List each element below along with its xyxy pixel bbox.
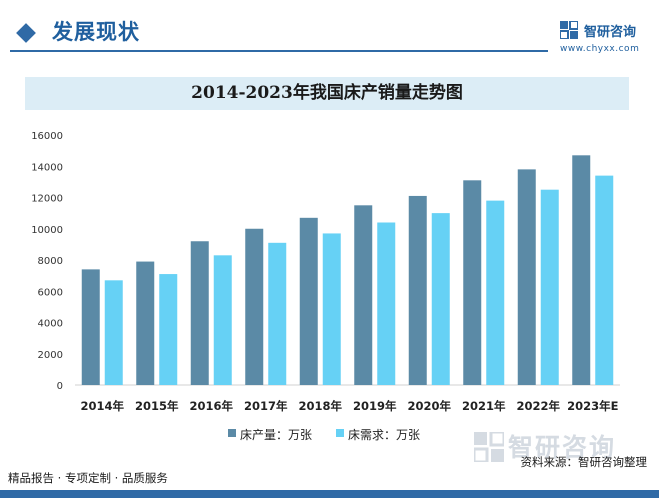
x-tick-label: 2018年 [298, 399, 342, 413]
logo-url: www.chyxx.com [560, 44, 640, 54]
x-tick-label: 2017年 [244, 399, 288, 413]
y-tick-label: 10000 [31, 225, 63, 236]
y-tick-label: 0 [57, 381, 63, 392]
x-tick-label: 2016年 [189, 399, 233, 413]
bar-production [354, 205, 373, 385]
y-tick-label: 16000 [31, 131, 63, 142]
bar-demand [595, 175, 614, 385]
legend-label-series2: 床需求：万张 [348, 428, 421, 442]
bar-production [245, 228, 264, 385]
footer-text: 精品报告 · 专项定制 · 品质服务 [8, 471, 168, 485]
bar-demand [268, 242, 287, 385]
watermark-logo-icon [474, 432, 504, 462]
logo-icon [560, 21, 578, 39]
watermark-text: 智研咨询 [508, 433, 617, 462]
chart-title: 2014-2023年我国床产销量走势图 [191, 83, 463, 103]
bar-demand [431, 213, 450, 385]
bar-demand [486, 200, 505, 385]
y-tick-label: 6000 [38, 287, 63, 298]
x-tick-label: 2015年 [135, 399, 179, 413]
x-tick-label: 2019年 [353, 399, 397, 413]
bar-demand [213, 255, 232, 385]
source-note: 资料来源：智研咨询整理 [520, 455, 648, 469]
bar-production [463, 180, 482, 385]
bar-demand [377, 222, 396, 385]
x-tick-label: 2023年E [567, 399, 619, 413]
bar-demand [322, 233, 341, 385]
bar-production [190, 241, 209, 385]
header-divider [10, 50, 548, 52]
section-title: 发展现状 [52, 20, 140, 44]
bar-demand [540, 189, 559, 385]
diamond-icon [16, 23, 36, 43]
x-tick-label: 2020年 [407, 399, 451, 413]
x-tick-label: 2021年 [462, 399, 506, 413]
bar-production [299, 217, 318, 385]
bar-production [81, 269, 100, 385]
legend-swatch-series1 [228, 429, 236, 437]
footer-bar [0, 490, 659, 498]
bar-production [408, 195, 427, 385]
bar-production [517, 169, 536, 385]
footer: 精品报告 · 专项定制 · 品质服务 [0, 462, 659, 498]
bar-demand [159, 274, 178, 385]
bar-production [136, 261, 155, 385]
legend-label-series1: 床产量：万张 [240, 428, 313, 442]
y-tick-label: 8000 [38, 256, 63, 267]
legend: 床产量：万张 床需求：万张 [222, 426, 442, 442]
legend-swatch-series2 [336, 429, 344, 437]
y-tick-label: 4000 [38, 319, 63, 330]
x-tick-label: 2014年 [80, 399, 124, 413]
header: 发展现状 智研咨询 www.chyxx.com [0, 0, 659, 62]
y-tick-label: 12000 [31, 194, 63, 205]
logo-name: 智研咨询 [584, 25, 637, 40]
bar-demand [104, 280, 123, 385]
bar-production [572, 155, 591, 385]
bar-chart: 0 2000 4000 6000 8000 10000 12000 14000 16000 201… [31, 131, 620, 413]
chart-title-band: 2014-2023年我国床产销量走势图 [25, 77, 629, 110]
x-tick-label: 2022年 [516, 399, 560, 413]
y-tick-label: 14000 [31, 162, 63, 173]
y-tick-label: 2000 [38, 350, 63, 361]
